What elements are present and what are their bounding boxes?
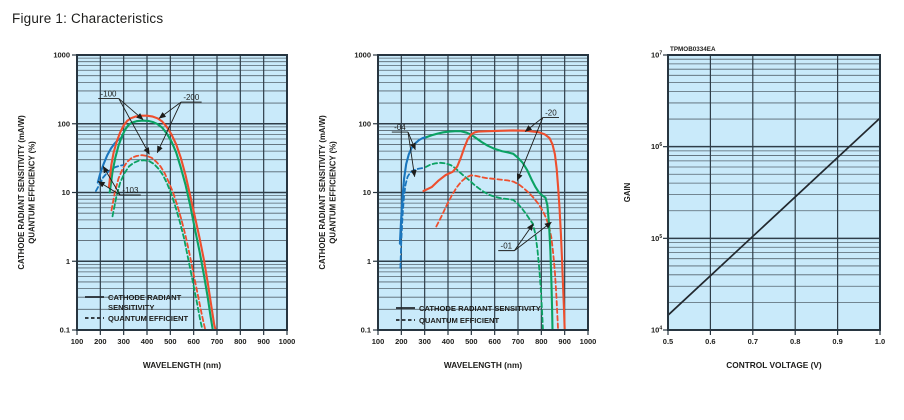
x-axis-tick-label: 0.9	[832, 337, 842, 346]
legend-label: SENSITIVITY	[108, 303, 154, 312]
curve-label-arrow	[514, 221, 552, 251]
series--100-cathode-radiant-sensitivity	[108, 119, 214, 330]
x-axis-tick-label: 1000	[580, 337, 597, 346]
curve-label--100: -100	[100, 90, 117, 99]
curve-label-arrow	[118, 98, 150, 155]
y-axis-tick-label: 104	[651, 326, 662, 335]
x-axis-tick-label: 300	[117, 337, 130, 346]
y-axis-title: QUANTUM EFFICIENCY (%)	[329, 141, 338, 244]
series--20-quantum-efficiency	[435, 174, 559, 330]
curve-label--20: -20	[545, 109, 557, 118]
y-axis-title: GAIN	[623, 182, 632, 202]
x-axis-title: CONTROL VOLTAGE (V)	[726, 360, 822, 370]
figure-title: Figure 1: Characteristics	[12, 11, 164, 26]
y-axis-tick-label: 105	[651, 234, 662, 243]
series--200-quantum-efficiency	[110, 154, 207, 330]
curve-label--04: -04	[394, 123, 406, 132]
x-axis-tick-label: 800	[535, 337, 548, 346]
y-axis-tick-label: 106	[651, 142, 662, 151]
y-axis-tick-label: 0.1	[361, 326, 371, 335]
x-axis-tick-label: 200	[395, 337, 408, 346]
plot-border	[667, 54, 881, 331]
curve-label-arrow	[102, 165, 121, 196]
chart-gain-vs-control-voltage: 0.5 0.6 0.7 0.8 0.9 1.0 CONTROL VOLTAGE (V) 107…	[610, 30, 904, 415]
plot-border	[76, 54, 288, 331]
y-axis-tick-label: 1000	[53, 51, 70, 60]
spectral-response-left-svg: 100 200 300 400 500 600 700 800 900 1000 WAVELENGT…	[17, 51, 296, 371]
legend-label: CATHODE RADIANT SENSITIVITY	[419, 304, 541, 313]
x-axis-tick-label: 700	[211, 337, 224, 346]
chart-spectral-response-middle: 100 200 300 400 500 600 700 800 900 1000 WAVELENGT…	[310, 30, 610, 415]
y-axis-tick-label: 100	[57, 119, 70, 128]
x-axis-tick-label: 900	[257, 337, 270, 346]
y-axis-tick-label: 0.1	[60, 326, 70, 335]
x-axis-tick-label: 0.7	[748, 337, 758, 346]
curve-label-arrow	[516, 117, 544, 181]
curve-label-arrow	[118, 98, 144, 120]
y-axis-tick-label: 10	[363, 188, 371, 197]
curve-label--01: -01	[501, 242, 513, 251]
y-axis-tick-label: 1	[367, 257, 371, 266]
series--100-quantum-efficiency	[111, 159, 204, 330]
curve-label-arrow	[97, 181, 121, 196]
x-axis-tick-label: 400	[141, 337, 154, 346]
series--04-cathode-radiant-sensitivity	[398, 136, 428, 245]
series--01-quantum-efficiency	[424, 161, 544, 330]
series--04-quantum-efficiency	[399, 166, 426, 269]
gain-vs-control-voltage-svg: 0.5 0.6 0.7 0.8 0.9 1.0 CONTROL VOLTAGE (V) 107…	[623, 46, 885, 370]
curve-label-arrow	[407, 131, 416, 151]
x-axis-tick-label: 300	[418, 337, 431, 346]
spectral-response-middle-svg: 100 200 300 400 500 600 700 800 900 1000 WAVELENGT…	[318, 51, 597, 371]
x-axis-tick-label: 0.8	[790, 337, 800, 346]
x-axis-tick-label: 500	[164, 337, 177, 346]
x-axis-tick-label: 1000	[279, 337, 296, 346]
x-axis-tick-label: 1.0	[875, 337, 885, 346]
x-axis-tick-label: 100	[372, 337, 385, 346]
figure-note: TPMOB0334EA	[670, 46, 716, 53]
y-axis-title: CATHODE RADIANT SENSITIVITY (mA/W)	[318, 115, 327, 270]
x-axis-tick-label: 900	[558, 337, 571, 346]
curve-label-arrow	[514, 223, 534, 251]
curve-label-arrow	[407, 132, 417, 178]
x-axis-tick-label: 0.6	[705, 337, 715, 346]
y-axis-title: QUANTUM EFFICIENCY (%)	[28, 141, 37, 244]
curve-label--200: -200	[183, 93, 200, 102]
x-axis-tick-label: 800	[234, 337, 247, 346]
legend-label: QUANTUM EFFICIENT	[108, 314, 189, 323]
y-axis-tick-label: 1	[66, 257, 70, 266]
x-axis-tick-label: 400	[442, 337, 455, 346]
curve-label-arrow	[156, 101, 182, 154]
curve-label-arrow	[158, 101, 182, 119]
y-axis-tick-label: 100	[358, 119, 371, 128]
legend-label: CATHODE RADIANT	[108, 293, 182, 302]
x-axis-tick-label: 0.5	[663, 337, 673, 346]
legend-label: QUANTUM EFFICIENT	[419, 316, 500, 325]
series--20-cathode-radiant-sensitivity	[422, 129, 566, 330]
x-axis-tick-label: 700	[512, 337, 525, 346]
series-gain	[668, 117, 880, 317]
chart-spectral-response-left: 100 200 300 400 500 600 700 800 900 1000 WAVELENGT…	[10, 30, 310, 415]
plot-area	[668, 55, 880, 330]
x-axis-tick-label: 600	[187, 337, 200, 346]
y-axis-tick-label: 107	[651, 51, 662, 60]
curve-label--103: -103	[122, 186, 139, 195]
plot-border	[377, 54, 589, 331]
x-axis-tick-label: 600	[488, 337, 501, 346]
y-axis-tick-label: 10	[62, 188, 70, 197]
curve-label-arrow	[524, 117, 544, 132]
x-axis-tick-label: 200	[94, 337, 107, 346]
y-axis-tick-label: 1000	[354, 51, 371, 60]
x-axis-title: WAVELENGTH (nm)	[143, 360, 221, 370]
x-axis-tick-label: 100	[71, 337, 84, 346]
series--200-cathode-radiant-sensitivity	[107, 114, 217, 330]
y-axis-title: CATHODE RADIANT SENSITIVITY (mA/W)	[17, 115, 26, 270]
series--01-cathode-radiant-sensitivity	[425, 130, 554, 330]
x-axis-title: WAVELENGTH (nm)	[444, 360, 522, 370]
x-axis-tick-label: 500	[465, 337, 478, 346]
